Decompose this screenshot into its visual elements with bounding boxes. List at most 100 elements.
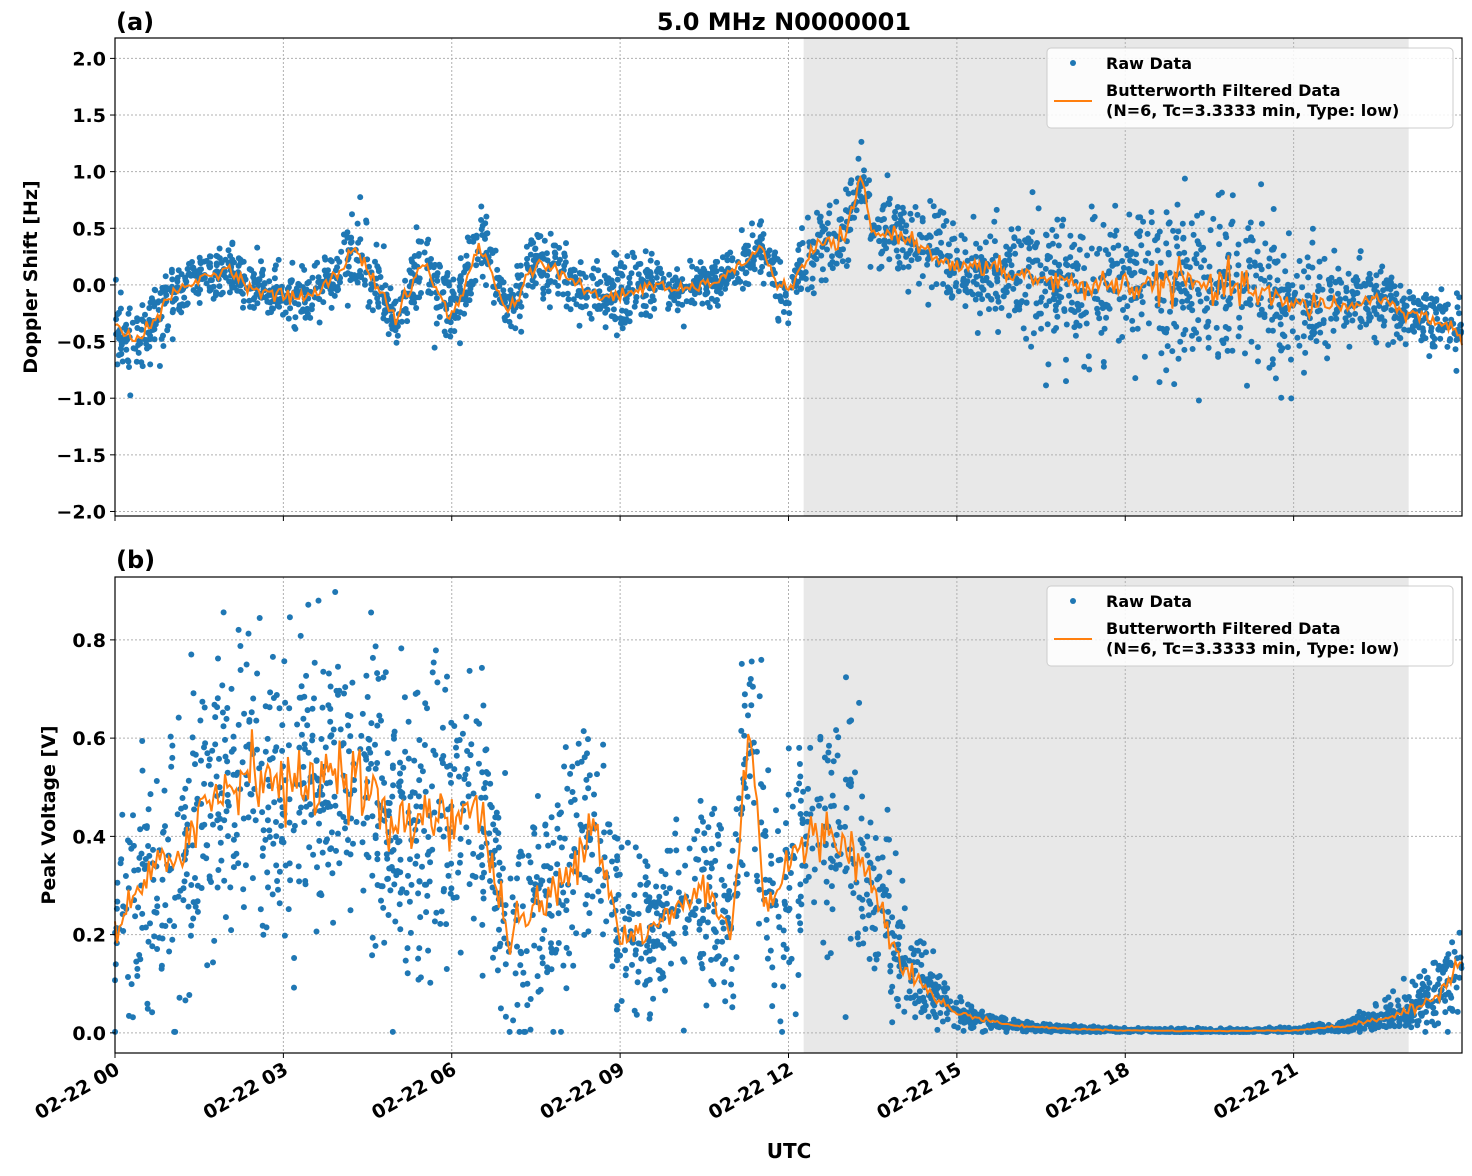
raw-data-point [402,694,408,700]
raw-data-point [927,198,933,204]
raw-data-point [635,979,641,985]
raw-data-point [1063,357,1069,363]
raw-data-point [1335,266,1341,272]
raw-data-point [287,820,293,826]
raw-data-point [924,262,930,268]
raw-data-point [152,336,158,342]
raw-data-point [973,297,979,303]
raw-data-point [800,789,806,795]
raw-data-point [638,276,644,282]
raw-data-point [201,822,207,828]
raw-data-point [437,921,443,927]
raw-data-point [897,919,903,925]
raw-data-point [1077,247,1083,253]
raw-data-point [947,289,953,295]
raw-data-point [633,844,639,850]
raw-data-point [1270,328,1276,334]
raw-data-point [1416,301,1422,307]
raw-data-point [938,240,944,246]
raw-data-point [267,689,273,695]
raw-data-point [740,286,746,292]
raw-data-point [221,609,227,615]
raw-data-point [583,303,589,309]
raw-data-point [495,967,501,973]
raw-data-point [181,302,187,308]
raw-data-point [497,277,503,283]
raw-data-point [767,877,773,883]
raw-data-point [871,865,877,871]
raw-data-point [479,844,485,850]
raw-data-point [561,764,567,770]
raw-data-point [277,869,283,875]
raw-data-point [175,275,181,281]
raw-data-point [771,982,777,988]
y-tick-label: −1.5 [56,445,106,467]
raw-data-point [743,280,749,286]
raw-data-point [370,307,376,313]
raw-data-point [208,782,214,788]
raw-data-point [164,327,170,333]
raw-data-point [1335,291,1341,297]
raw-data-point [448,328,454,334]
raw-data-point [373,766,379,772]
raw-data-point [1365,276,1371,282]
raw-data-point [354,819,360,825]
raw-data-point [271,799,277,805]
raw-data-point [831,758,837,764]
raw-data-point [1310,226,1316,232]
raw-data-point [461,269,467,275]
raw-data-point [1169,348,1175,354]
raw-data-point [1038,299,1044,305]
raw-data-point [1145,250,1151,256]
raw-data-point [951,1023,957,1029]
raw-data-point [493,837,499,843]
raw-data-point [566,950,572,956]
raw-data-point [231,837,237,843]
raw-data-point [204,962,210,968]
raw-data-point [643,874,649,880]
raw-data-point [1026,245,1032,251]
raw-data-point [1373,1003,1379,1009]
raw-data-point [821,860,827,866]
raw-data-point [1381,305,1387,311]
raw-data-point [645,274,651,280]
raw-data-point [150,298,156,304]
raw-data-point [487,878,493,884]
raw-data-point [864,892,870,898]
raw-data-point [1320,287,1326,293]
raw-data-point [405,873,411,879]
raw-data-point [950,220,956,226]
raw-data-point [224,716,230,722]
raw-data-point [378,898,384,904]
raw-data-point [719,266,725,272]
raw-data-point [456,774,462,780]
raw-data-point [568,306,574,312]
raw-data-point [541,927,547,933]
raw-data-point [627,910,633,916]
raw-data-point [210,959,216,965]
raw-data-point [240,291,246,297]
raw-data-point [517,962,523,968]
raw-data-point [798,798,804,804]
raw-data-point [688,912,694,918]
raw-data-point [458,836,464,842]
raw-data-point [1105,251,1111,257]
raw-data-point [457,284,463,290]
raw-data-point [517,1029,523,1035]
raw-data-point [384,876,390,882]
raw-data-point [1313,338,1319,344]
raw-data-point [567,771,573,777]
raw-data-point [277,900,283,906]
raw-data-point [1174,243,1180,249]
raw-data-point [1115,243,1121,249]
raw-data-point [147,361,153,367]
raw-data-point [329,829,335,835]
raw-data-point [281,658,287,664]
raw-data-point [234,288,240,294]
raw-data-point [440,289,446,295]
raw-data-point [1271,206,1277,212]
raw-data-point [254,671,260,677]
raw-data-point [390,1029,396,1035]
raw-data-point [840,246,846,252]
raw-data-point [1305,274,1311,280]
